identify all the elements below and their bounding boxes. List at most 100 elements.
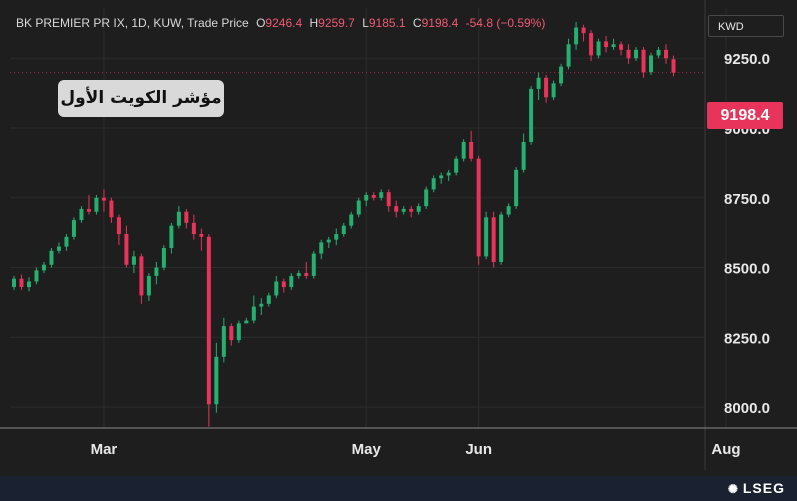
candle-body bbox=[641, 49, 646, 73]
plot-background bbox=[0, 0, 797, 476]
candle-body bbox=[191, 222, 196, 235]
candle-body bbox=[634, 49, 639, 59]
candle-body bbox=[281, 281, 286, 288]
x-tick-label: Mar bbox=[91, 441, 118, 458]
candle-body bbox=[431, 178, 436, 190]
y-tick-label: 8500.0 bbox=[724, 261, 770, 278]
candle-body bbox=[506, 206, 511, 215]
candle-body bbox=[161, 248, 166, 268]
candle-body bbox=[581, 27, 586, 34]
candle-body bbox=[124, 234, 129, 265]
candle-body bbox=[259, 303, 264, 307]
candle-body bbox=[56, 246, 61, 251]
candle-body bbox=[596, 41, 601, 56]
candle-body bbox=[274, 281, 279, 296]
candle-body bbox=[79, 208, 84, 221]
candle-body bbox=[356, 200, 361, 215]
candle-body bbox=[416, 206, 421, 212]
candle-body bbox=[559, 66, 564, 84]
candle-body bbox=[461, 141, 466, 159]
candle-body bbox=[409, 208, 414, 212]
candle-body bbox=[446, 172, 451, 176]
change-value: -54.8 (−0.59%) bbox=[465, 16, 546, 30]
candle-body bbox=[424, 189, 429, 207]
candle-body bbox=[379, 192, 384, 198]
candle-body bbox=[364, 194, 369, 201]
candle-body bbox=[656, 49, 661, 56]
y-tick-label: 9250.0 bbox=[724, 51, 770, 68]
candle-body bbox=[394, 206, 399, 212]
x-tick-label: May bbox=[352, 441, 382, 458]
candle-body bbox=[19, 278, 24, 288]
candle-body bbox=[341, 225, 346, 235]
candle-body bbox=[589, 33, 594, 56]
candle-body bbox=[349, 214, 354, 226]
candle-body bbox=[619, 44, 624, 50]
candle-body bbox=[484, 217, 489, 257]
last-price-tag: 9198.4 bbox=[707, 102, 783, 129]
candle-body bbox=[401, 208, 406, 212]
candle-body bbox=[146, 275, 151, 296]
candle-body bbox=[311, 253, 316, 276]
candle-body bbox=[611, 44, 616, 48]
candle-body bbox=[131, 256, 136, 265]
candle-body bbox=[499, 214, 504, 262]
candle-body bbox=[671, 59, 676, 73]
candle-body bbox=[94, 197, 99, 212]
candle-body bbox=[326, 239, 331, 243]
low-label: L bbox=[362, 16, 369, 30]
candle-body bbox=[304, 273, 309, 276]
candle-body bbox=[244, 320, 249, 324]
high-label: H bbox=[309, 16, 319, 30]
candle-body bbox=[626, 49, 631, 59]
candle-body bbox=[491, 217, 496, 262]
candle-body bbox=[236, 323, 241, 341]
y-tick-label: 8000.0 bbox=[724, 400, 770, 417]
index-title: مؤشر الكويت الأول bbox=[58, 80, 224, 117]
candle-body bbox=[139, 256, 144, 296]
close-value: 9198.4 bbox=[421, 16, 459, 30]
candle-body bbox=[64, 236, 69, 247]
y-tick-label: 8750.0 bbox=[724, 191, 770, 208]
x-tick-label: Aug bbox=[711, 441, 740, 458]
candle-body bbox=[454, 158, 459, 173]
candle-body bbox=[544, 77, 549, 98]
candle-body bbox=[71, 220, 76, 237]
currency-button[interactable]: KWD bbox=[708, 15, 784, 37]
candle-body bbox=[229, 326, 234, 341]
candle-body bbox=[476, 158, 481, 257]
candle-body bbox=[386, 192, 391, 207]
candle-body bbox=[371, 194, 376, 198]
candle-body bbox=[26, 281, 31, 288]
instrument-header: BK PREMIER PR IX, 1D, KUW, Trade Price O… bbox=[16, 16, 545, 30]
close-label: C bbox=[412, 16, 422, 30]
candle-body bbox=[664, 49, 669, 59]
footer-bar: ✺ LSEG bbox=[0, 476, 797, 501]
candle-body bbox=[319, 242, 324, 254]
candle-body bbox=[266, 295, 271, 304]
lseg-mark-icon: ✺ bbox=[727, 482, 739, 496]
lseg-logo-text: LSEG bbox=[742, 480, 785, 496]
candle-body bbox=[439, 175, 444, 179]
candle-body bbox=[604, 41, 609, 48]
candle-body bbox=[199, 234, 204, 237]
candle-body bbox=[334, 234, 339, 240]
candle-body bbox=[41, 264, 46, 271]
candle-body bbox=[154, 267, 159, 276]
candle-body bbox=[184, 211, 189, 223]
candle-body bbox=[49, 250, 54, 265]
y-tick-label: 8250.0 bbox=[724, 330, 770, 347]
candle-body bbox=[289, 275, 294, 288]
candle-body bbox=[109, 200, 114, 218]
candle-body bbox=[536, 77, 541, 89]
candle-body bbox=[296, 273, 301, 276]
candle-body bbox=[551, 83, 556, 98]
candle-body bbox=[86, 208, 91, 212]
symbol-label: BK PREMIER PR IX, 1D, KUW, Trade Price bbox=[16, 16, 249, 30]
high-value: 9259.7 bbox=[318, 16, 355, 30]
candle-body bbox=[116, 217, 121, 235]
candle-body bbox=[251, 306, 256, 321]
candle-body bbox=[566, 44, 571, 67]
low-value: 9185.1 bbox=[368, 16, 406, 30]
